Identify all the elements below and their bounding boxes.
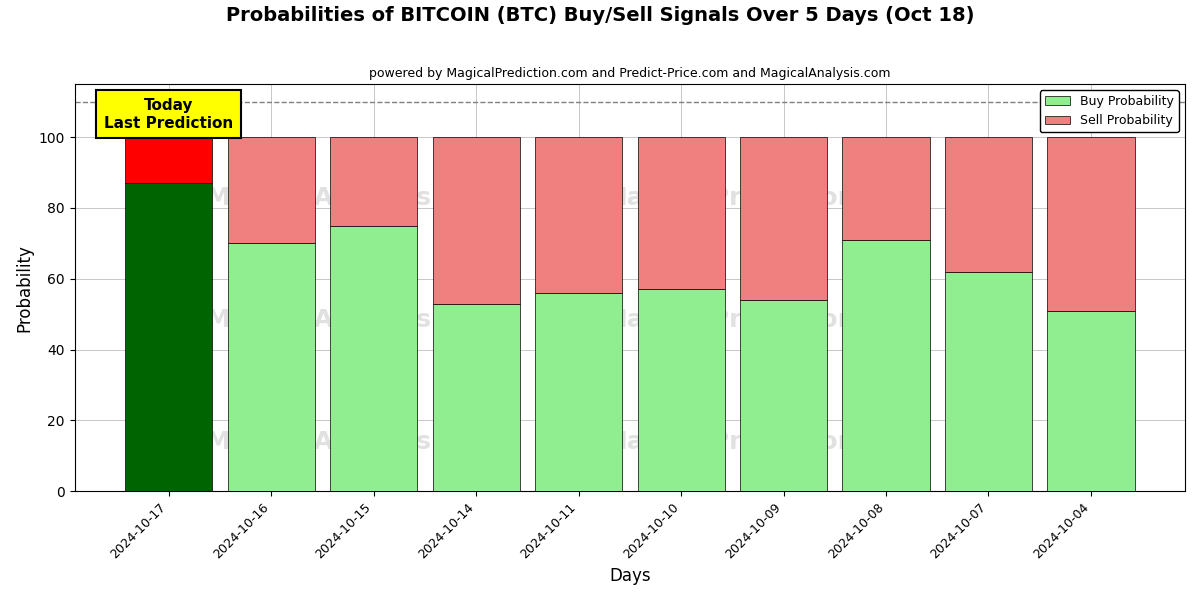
Bar — [330, 137, 418, 226]
Bar — [740, 300, 827, 491]
Bar — [842, 137, 930, 240]
Text: MagicalAnalysis.com: MagicalAnalysis.com — [205, 430, 499, 454]
Bar — [944, 272, 1032, 491]
Text: Probabilities of BITCOIN (BTC) Buy/Sell Signals Over 5 Days (Oct 18): Probabilities of BITCOIN (BTC) Buy/Sell … — [226, 6, 974, 25]
Bar — [432, 304, 520, 491]
Text: MagicalAnalysis.com: MagicalAnalysis.com — [205, 186, 499, 210]
Bar — [1048, 311, 1134, 491]
Bar — [1048, 137, 1134, 311]
Text: MagicalPrediction.com: MagicalPrediction.com — [602, 186, 924, 210]
Title: powered by MagicalPrediction.com and Predict-Price.com and MagicalAnalysis.com: powered by MagicalPrediction.com and Pre… — [370, 67, 890, 80]
Text: Today
Last Prediction: Today Last Prediction — [104, 98, 233, 131]
Bar — [125, 137, 212, 183]
Bar — [125, 183, 212, 491]
Bar — [432, 137, 520, 304]
Bar — [535, 293, 622, 491]
Bar — [330, 226, 418, 491]
Text: MagicalAnalysis.com: MagicalAnalysis.com — [205, 308, 499, 332]
Bar — [637, 137, 725, 289]
X-axis label: Days: Days — [610, 567, 650, 585]
Legend: Buy Probability, Sell Probability: Buy Probability, Sell Probability — [1040, 90, 1178, 133]
Bar — [228, 137, 314, 244]
Bar — [637, 289, 725, 491]
Bar — [228, 244, 314, 491]
Y-axis label: Probability: Probability — [16, 244, 34, 332]
Bar — [740, 137, 827, 300]
Bar — [535, 137, 622, 293]
Text: MagicalPrediction.com: MagicalPrediction.com — [602, 430, 924, 454]
Bar — [842, 240, 930, 491]
Bar — [944, 137, 1032, 272]
Text: MagicalPrediction.com: MagicalPrediction.com — [602, 308, 924, 332]
